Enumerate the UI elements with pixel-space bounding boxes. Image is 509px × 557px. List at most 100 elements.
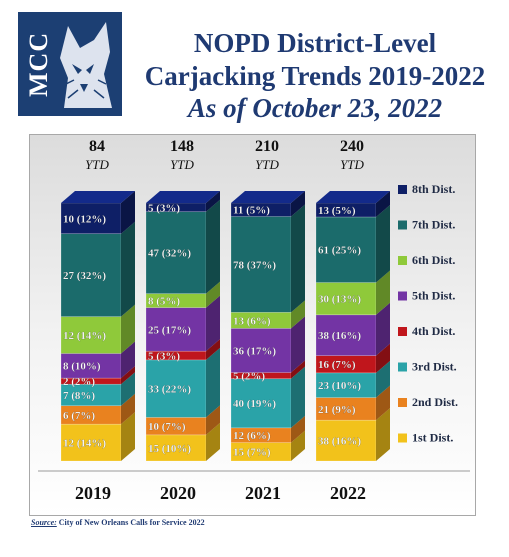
chart-title-line1: NOPD District-Level — [193, 28, 437, 58]
bar-side-2nd-dist-2022 — [376, 385, 390, 421]
x-tick-label-2021: 2021 — [245, 483, 281, 503]
data-label-1st-dist-2021: 15 (7%) — [233, 447, 271, 459]
source-note: Source: City of New Orleans Calls for Se… — [31, 518, 205, 527]
bar-side-5th-dist-2021 — [291, 316, 305, 373]
legend-label-4th-dist: 4th Dist. — [412, 324, 455, 338]
legend-label-2nd-dist: 2nd Dist. — [412, 395, 458, 409]
data-label-6th-dist-2020: 8 (5%) — [148, 296, 180, 308]
chart-title-line3: As of October 23, 2022 — [187, 93, 443, 123]
legend-label-8th-dist: 8th Dist. — [412, 182, 455, 196]
bar-side-8th-dist-2022 — [376, 191, 390, 217]
data-label-7th-dist-2020: 47 (32%) — [148, 248, 191, 260]
bar-side-3rd-dist-2020 — [206, 347, 220, 418]
ytd-label-2021: YTD — [255, 157, 279, 172]
bar-side-4th-dist-2022 — [376, 343, 390, 373]
bar-7th-dist-2020 — [145, 211, 207, 294]
legend-swatch-2nd-dist — [398, 398, 407, 407]
bar-side-2nd-dist-2019 — [121, 393, 135, 425]
chart-area: 12 (14%) 6 (7%) 7 (8%) 2 (2%) 8 (10%) 12 (14%… — [29, 134, 476, 516]
bar-5th-dist-2020 — [145, 307, 207, 352]
bar-side-6th-dist-2020 — [206, 281, 220, 308]
data-label-7th-dist-2019: 27 (32%) — [63, 270, 106, 282]
bar-side-1st-dist-2022 — [376, 408, 390, 461]
ytd-label-2022: YTD — [340, 157, 364, 172]
ytd-label-2019: YTD — [85, 157, 109, 172]
bar-side-3rd-dist-2022 — [376, 360, 390, 398]
bar-side-4th-dist-2021 — [291, 360, 305, 379]
data-label-8th-dist-2020: 5 (3%) — [148, 202, 180, 214]
bar-side-6th-dist-2021 — [291, 300, 305, 329]
data-label-4th-dist-2019: 2 (2%) — [63, 376, 95, 388]
data-label-8th-dist-2019: 10 (12%) — [63, 213, 106, 225]
bar-side-6th-dist-2019 — [121, 304, 135, 354]
total-label-2019: 84 — [89, 138, 105, 155]
x-tick-label-2019: 2019 — [75, 483, 111, 503]
data-label-2nd-dist-2020: 10 (7%) — [148, 421, 186, 433]
bar-5th-dist-2022 — [315, 314, 377, 356]
data-label-1st-dist-2019: 12 (14%) — [63, 438, 106, 450]
bar-side-3rd-dist-2021 — [291, 366, 305, 428]
data-label-7th-dist-2021: 78 (37%) — [233, 259, 276, 271]
data-label-5th-dist-2019: 8 (10%) — [63, 361, 101, 373]
bar-side-6th-dist-2022 — [376, 270, 390, 315]
data-label-5th-dist-2022: 38 (16%) — [318, 330, 361, 342]
ytd-label-2020: YTD — [170, 157, 194, 172]
bar-6th-dist-2022 — [315, 282, 377, 316]
chart-title-line2: Carjacking Trends 2019-2022 — [144, 61, 486, 91]
source-label: Source: — [31, 518, 57, 527]
bar-side-2nd-dist-2021 — [291, 415, 305, 443]
logo-text: MCC — [24, 31, 53, 97]
data-label-5th-dist-2020: 25 (17%) — [148, 324, 191, 336]
bar-side-2nd-dist-2020 — [206, 405, 220, 435]
data-label-6th-dist-2022: 30 (13%) — [318, 294, 361, 306]
data-label-1st-dist-2022: 38 (16%) — [318, 436, 361, 448]
bar-3rd-dist-2021 — [230, 378, 292, 429]
stacked-bar-chart: 12 (14%) 6 (7%) 7 (8%) 2 (2%) 8 (10%) 12 (14%… — [38, 138, 470, 503]
bar-side-3rd-dist-2019 — [121, 372, 135, 406]
legend-label-5th-dist: 5th Dist. — [412, 289, 455, 303]
bar-side-7th-dist-2022 — [376, 204, 390, 283]
legend-swatch-7th-dist — [398, 220, 407, 230]
x-tick-label-2020: 2020 — [160, 483, 196, 503]
data-label-3rd-dist-2022: 23 (10%) — [318, 380, 361, 392]
bar-1st-dist-2020 — [145, 434, 207, 462]
data-label-1st-dist-2020: 15 (10%) — [148, 443, 191, 455]
legend-swatch-4th-dist — [398, 327, 407, 336]
legend-swatch-3rd-dist — [398, 362, 407, 372]
bar-top-2021 — [231, 191, 305, 203]
legend-swatch-1st-dist — [398, 433, 407, 443]
source-text: City of New Orleans Calls for Service 20… — [58, 518, 205, 527]
bar-side-8th-dist-2020 — [206, 191, 220, 212]
bar-side-5th-dist-2022 — [376, 302, 390, 356]
x-tick-label-2022: 2022 — [330, 483, 366, 503]
bar-top-2022 — [316, 191, 390, 203]
data-label-3rd-dist-2019: 7 (8%) — [63, 390, 95, 402]
data-label-4th-dist-2022: 16 (7%) — [318, 359, 356, 371]
legend-label-3rd-dist: 3rd Dist. — [412, 360, 457, 374]
bar-7th-dist-2021 — [230, 216, 292, 313]
bar-side-4th-dist-2020 — [206, 339, 220, 360]
data-label-5th-dist-2021: 36 (17%) — [233, 345, 276, 357]
bar-side-1st-dist-2021 — [291, 430, 305, 461]
bar-1st-dist-2022 — [315, 419, 377, 462]
data-label-6th-dist-2021: 13 (6%) — [233, 315, 271, 327]
legend-swatch-5th-dist — [398, 291, 407, 301]
legend-label-1st-dist: 1st Dist. — [412, 431, 453, 445]
bar-side-8th-dist-2019 — [121, 191, 135, 234]
legend-swatch-8th-dist — [398, 185, 407, 194]
data-label-2nd-dist-2021: 12 (6%) — [233, 430, 271, 442]
wolf-icon — [60, 22, 112, 108]
data-label-6th-dist-2019: 12 (14%) — [63, 330, 106, 342]
data-label-4th-dist-2021: 5 (2%) — [233, 371, 265, 383]
legend-label-7th-dist: 7th Dist. — [412, 218, 455, 232]
data-label-8th-dist-2021: 11 (5%) — [233, 205, 270, 217]
data-label-2nd-dist-2022: 21 (9%) — [318, 404, 356, 416]
bar-side-1st-dist-2019 — [121, 412, 135, 461]
bar-side-5th-dist-2020 — [206, 295, 220, 352]
bar-top-2020 — [146, 191, 220, 203]
mcc-logo: MCC — [18, 12, 122, 116]
bar-side-4th-dist-2019 — [121, 366, 135, 385]
data-label-3rd-dist-2021: 40 (19%) — [233, 398, 276, 410]
total-label-2022: 240 — [340, 138, 364, 155]
total-label-2021: 210 — [255, 138, 279, 155]
